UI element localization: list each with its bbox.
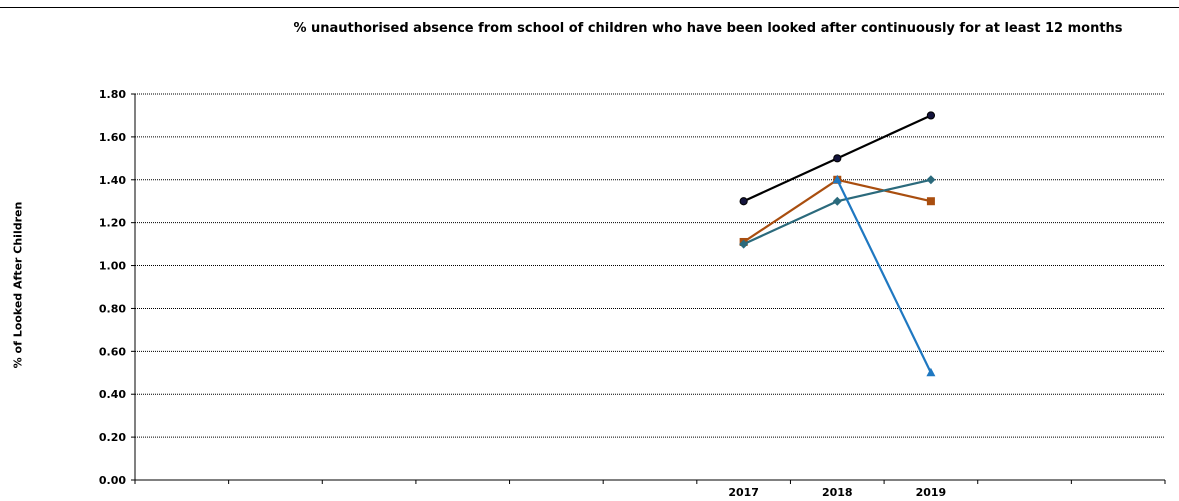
y-tick-label: 1.00: [99, 260, 126, 273]
data-point: [739, 197, 748, 206]
y-tick-label: 0.80: [99, 302, 126, 315]
chart-title: % unauthorised absence from school of ch…: [293, 21, 1123, 36]
data-point: [739, 239, 749, 249]
x-tick-label: 2018: [822, 486, 853, 499]
data-point: [926, 111, 936, 120]
data-point: [832, 174, 842, 184]
data-point: [833, 154, 842, 163]
x-tick-label: 2019: [916, 486, 947, 499]
data-point: [926, 367, 936, 377]
data-point: [926, 197, 935, 206]
series-line: [836, 179, 932, 374]
top-rule: [0, 7, 1179, 8]
y-tick-label: 1.40: [99, 174, 126, 187]
x-tick-label: 2017: [728, 486, 759, 499]
y-tick-label: 1.60: [99, 131, 126, 144]
y-tick-label: 1.80: [99, 88, 126, 101]
y-tick-label: 0.20: [99, 431, 126, 444]
y-tick-label: 0.00: [99, 474, 126, 487]
data-point: [926, 175, 936, 185]
y-tick-label: 1.20: [99, 217, 126, 230]
y-tick-label: 0.40: [99, 388, 126, 401]
data-point: [832, 196, 842, 206]
y-tick-label: 0.60: [99, 345, 126, 358]
